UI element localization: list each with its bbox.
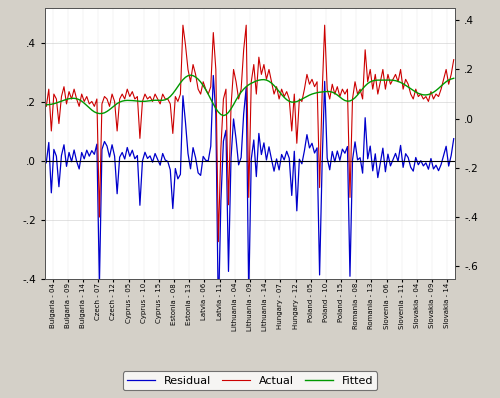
Fitted <box>175 84 181 89</box>
Fitted <box>220 113 226 118</box>
Fitted <box>178 80 184 85</box>
Actual <box>375 92 381 96</box>
Residual <box>175 176 181 181</box>
Residual <box>375 175 381 180</box>
Fitted <box>375 78 381 82</box>
Residual <box>44 160 50 165</box>
Actual <box>372 72 378 77</box>
Residual <box>372 152 378 156</box>
Residual <box>450 136 456 141</box>
Line: Residual: Residual <box>46 76 454 316</box>
Line: Actual: Actual <box>46 25 454 242</box>
Legend: Residual, Actual, Fitted: Residual, Actual, Fitted <box>122 371 378 390</box>
Actual <box>44 104 50 109</box>
Fitted <box>188 73 194 78</box>
Actual <box>216 239 222 244</box>
Actual <box>316 185 322 190</box>
Actual <box>78 92 84 96</box>
Fitted <box>316 90 322 95</box>
Actual <box>175 99 181 104</box>
Fitted <box>372 78 378 83</box>
Actual <box>450 57 456 62</box>
Actual <box>178 92 184 96</box>
Residual <box>178 172 184 177</box>
Fitted <box>78 99 84 103</box>
Fitted <box>44 102 50 107</box>
Line: Fitted: Fitted <box>46 75 454 115</box>
Fitted <box>450 76 456 81</box>
Residual <box>216 314 222 318</box>
Residual <box>316 273 322 277</box>
Actual <box>180 23 186 27</box>
Residual <box>78 150 84 155</box>
Residual <box>210 73 216 78</box>
